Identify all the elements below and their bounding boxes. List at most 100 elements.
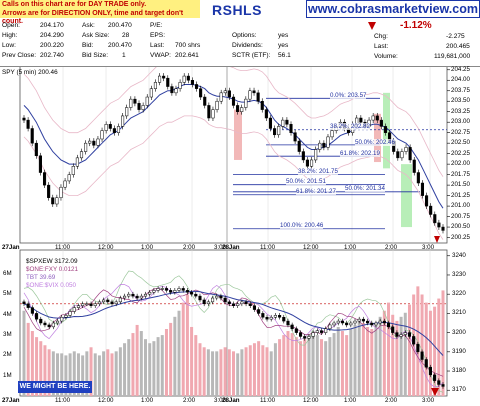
top-xtick-label: 3:00: [422, 244, 435, 251]
bottom-candle: [89, 303, 93, 306]
low-value: 200.220: [40, 42, 64, 49]
high-value: 204.290: [40, 32, 64, 39]
volume-bar: [420, 294, 424, 396]
day-trade-warning: Calls on this chart are for DAY TRADE on…: [0, 0, 200, 25]
open-label: Open:: [2, 22, 20, 29]
top-candle: [326, 136, 330, 148]
bottom-candle: [223, 297, 227, 303]
volume-bar: [93, 353, 97, 396]
top-candle: [92, 140, 96, 146]
bottom-candle: [319, 330, 324, 333]
bottom-candle: [76, 305, 81, 308]
top-xtick-label: 27Jan: [2, 244, 20, 251]
volume-bar: [131, 333, 135, 396]
volume-bar: [215, 351, 219, 396]
bottom-candle: [361, 318, 365, 322]
volume-bar: [286, 331, 290, 396]
sctr-value: 56.1: [278, 52, 291, 59]
volume-bar: [76, 353, 80, 396]
top-candle: [199, 88, 203, 98]
top-candle: [153, 82, 158, 89]
bottom-candle: [43, 322, 47, 326]
volume-value: 119,681,000: [434, 53, 471, 60]
bottom-candle: [181, 288, 185, 291]
volume-bar: [261, 345, 265, 396]
bottom-candle: [215, 295, 219, 299]
top-candle: [145, 96, 149, 106]
bottom-candle: [420, 351, 424, 360]
top-candle: [227, 90, 231, 98]
bottom-ytick-label: 3180: [452, 367, 466, 375]
prev-close-label: Prev Close:: [2, 52, 37, 59]
top-candle: [268, 117, 273, 129]
change-percent: -1.12%: [400, 20, 432, 31]
volume-bar: [206, 349, 210, 396]
top-candle: [318, 142, 322, 150]
top-candle: [223, 90, 227, 94]
volume-bar: [68, 353, 72, 396]
warning-line-2: Arrows are for DIRECTION ONLY, time and …: [2, 9, 184, 26]
volume-tick-label: 1M: [3, 371, 12, 379]
top-ytick-label: 201.50: [451, 181, 470, 189]
volume-tick-label: 5M: [3, 290, 12, 298]
warning-line-1: Calls on this chart are for DAY TRADE on…: [2, 1, 147, 8]
top-candle: [51, 197, 55, 205]
volume-bar: [332, 333, 336, 396]
volume-tick-label: 6M: [3, 270, 12, 278]
top-candle: [141, 105, 145, 110]
top-candle: [240, 107, 244, 112]
top-chart-title: SPY (5 min) 200.46: [2, 69, 58, 76]
volume-tick-label: 4M: [3, 310, 12, 318]
dividends-label: Dividends:: [232, 42, 263, 49]
bottom-candle: [265, 316, 269, 320]
bottom-xtick-label: 11:00: [55, 397, 71, 404]
bottom-candle: [278, 315, 282, 318]
vwap-label: VWAP:: [150, 52, 172, 59]
fib-label: 100.0%: 200.46: [280, 221, 324, 229]
top-candle: [190, 80, 194, 85]
prev-close-value: 202.740: [40, 52, 64, 59]
top-candle: [359, 117, 363, 123]
volume-bar: [252, 343, 256, 396]
top-ytick-label: 204.25: [451, 65, 470, 73]
top-xtick-label: 2:00: [385, 244, 398, 251]
bottom-candle: [269, 316, 273, 320]
volume-bar: [290, 333, 294, 396]
fib-label: 61.8%: 201.27: [296, 187, 336, 195]
bottom-candle: [378, 320, 382, 324]
volume-bar: [181, 302, 185, 396]
bid-size-value: 1: [122, 52, 126, 59]
top-candle: [412, 159, 416, 173]
volume-bar: [269, 351, 273, 396]
top-candle: [404, 147, 408, 152]
bottom-candle: [261, 313, 265, 318]
top-candle: [248, 90, 252, 100]
top-candle: [264, 109, 268, 119]
bottom-candle: [340, 320, 344, 324]
top-ytick-label: 200.75: [451, 212, 470, 220]
volume-bar: [43, 345, 47, 396]
bottom-candle: [51, 322, 55, 328]
top-xtick-label: 12:00: [98, 244, 114, 251]
vwap-value: 202.641: [175, 52, 199, 59]
volume-bar: [202, 347, 206, 396]
bottom-candle: [391, 326, 395, 333]
volume-bar: [85, 351, 89, 396]
volume-bar: [160, 335, 164, 396]
website-link[interactable]: www.cobrasmarketview.com: [306, 0, 480, 18]
bottom-candle: [324, 328, 328, 333]
top-candle: [429, 205, 433, 215]
bottom-xtick-label: 11:00: [260, 397, 276, 404]
fib-label: 61.8%: 202.19: [340, 150, 380, 158]
top-candle: [112, 128, 116, 133]
top-candle: [96, 138, 100, 146]
top-candle: [416, 172, 420, 184]
last-price-label: Last:: [374, 43, 389, 50]
volume-bar: [219, 349, 223, 396]
volume-label: Volume:: [374, 53, 398, 60]
bottom-candle: [236, 303, 240, 306]
bottom-candle: [97, 301, 101, 305]
green-zone-2: [401, 164, 412, 228]
bottom-candle: [81, 303, 85, 306]
top-ytick-label: 204.00: [451, 76, 470, 84]
